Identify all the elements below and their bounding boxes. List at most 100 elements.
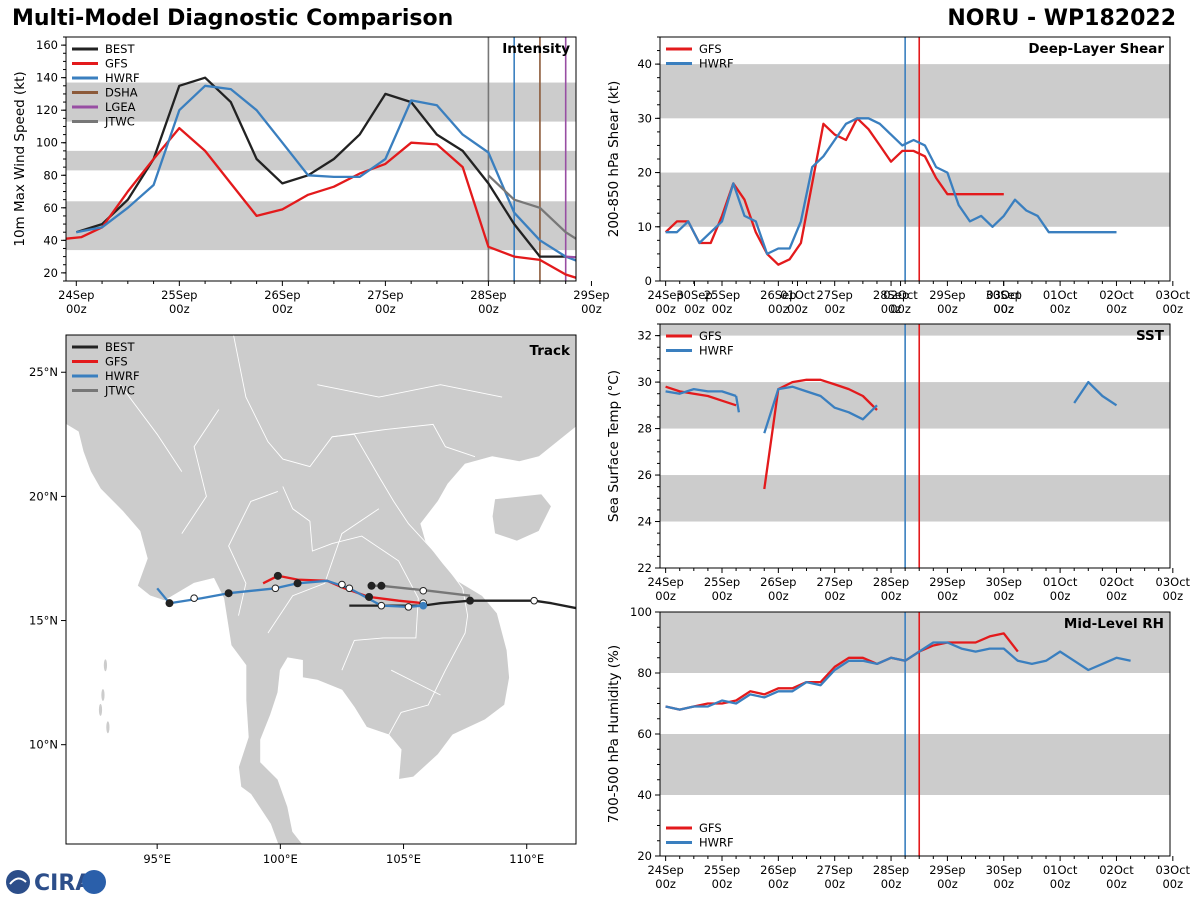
x-tick-label: 28Sep <box>873 288 909 302</box>
x-tick-label: 30Sep <box>676 288 712 302</box>
x-tick-label: 29Sep <box>573 288 609 302</box>
x-tick-label: 02Oct <box>1099 575 1134 589</box>
x-tick-label: 27Sep <box>367 288 403 302</box>
landmass <box>66 335 576 844</box>
threshold-band <box>660 324 1170 336</box>
lat-tick-label: 25°N <box>29 365 58 379</box>
logo-globe <box>6 870 30 894</box>
x-tick-label: 00z <box>712 589 733 603</box>
x-tick-label: 30Sep <box>986 863 1022 877</box>
x-tick-label: 00z <box>712 877 733 891</box>
lat-tick-label: 20°N <box>29 489 58 503</box>
plot-area <box>660 612 1170 856</box>
plot-area <box>660 37 1170 281</box>
track-point-open <box>338 580 346 589</box>
y-tick-label: 32 <box>637 329 652 343</box>
x-tick-label: 00z <box>768 302 789 316</box>
legend-label-hwrf: HWRF <box>105 71 140 85</box>
y-tick-label: 120 <box>36 103 58 117</box>
legend-label-best: BEST <box>105 340 135 354</box>
y-tick-label: 40 <box>43 233 58 247</box>
track-point-filled <box>377 581 386 590</box>
figure-title: Multi-Model Diagnostic Comparison <box>12 6 454 31</box>
y-tick-label: 160 <box>36 38 58 52</box>
track-point-open <box>404 603 413 611</box>
y-tick-label: 20 <box>43 266 58 280</box>
legend-label-hwrf: HWRF <box>699 836 734 850</box>
threshold-band <box>660 382 1170 429</box>
panel-rh: 2040608010024Sep00z25Sep00z26Sep00z27Sep… <box>606 605 1191 891</box>
x-tick-label: 00z <box>684 302 705 316</box>
x-tick-label: 00z <box>655 302 676 316</box>
x-tick-label: 00z <box>581 302 602 316</box>
series-line-hwrf <box>734 395 741 413</box>
panel-title: SST <box>1136 328 1165 344</box>
y-tick-label: 0 <box>645 274 652 288</box>
x-tick-label: 25Sep <box>704 288 740 302</box>
lat-tick-label: 10°N <box>29 738 58 752</box>
x-tick-label: 00z <box>1162 302 1183 316</box>
x-tick-label: 03Oct <box>1156 288 1191 302</box>
x-tick-label: 01Oct <box>1043 863 1078 877</box>
series-line-gfs <box>664 117 1004 266</box>
lon-tick-label: 100°E <box>263 852 298 866</box>
x-tick-label: 00z <box>768 589 789 603</box>
cira-logo-icon: CIRA <box>6 870 106 896</box>
y-tick-label: 20 <box>637 849 652 863</box>
x-tick-label: 00z <box>890 302 911 316</box>
x-tick-label: 00z <box>1050 589 1071 603</box>
island-hainan <box>491 493 552 542</box>
threshold-band <box>660 172 1170 227</box>
y-tick-label: 40 <box>637 788 652 802</box>
series-line-hwrf <box>1073 380 1118 407</box>
x-tick-label: 00z <box>478 302 499 316</box>
x-tick-label: 00z <box>824 589 845 603</box>
track-point-open <box>530 596 538 605</box>
admin-border <box>181 409 220 534</box>
x-tick-label: 00z <box>937 877 958 891</box>
legend-label-jtwc: JTWC <box>104 115 135 129</box>
legend-label-gfs: GFS <box>699 42 722 56</box>
x-tick-label: 00z <box>1162 589 1183 603</box>
x-tick-label: 00z <box>272 302 293 316</box>
y-tick-label: 100 <box>36 136 58 150</box>
axes-frame <box>659 323 1171 569</box>
x-tick-label: 01Oct <box>1043 575 1078 589</box>
y-tick-label: 20 <box>637 166 652 180</box>
series-line-hwrf <box>665 641 1131 711</box>
panel-track: 95°E 100°E 105°E 110°E 10°N 15°N 20°N 25°N Track… <box>29 334 577 866</box>
legend-label-gfs: GFS <box>105 355 128 369</box>
y-tick-label: 22 <box>637 561 652 575</box>
x-tick-label: 29Sep <box>929 575 965 589</box>
y-tick-label: 60 <box>637 727 652 741</box>
legend-label-hwrf: HWRF <box>699 57 734 71</box>
x-tick-label: 00z <box>655 877 676 891</box>
island-andaman <box>101 689 105 702</box>
x-tick-label: 30Sep <box>986 288 1022 302</box>
series-line-gfs <box>66 126 576 279</box>
x-tick-label: 00z <box>993 589 1014 603</box>
x-tick-label: 00z <box>169 302 190 316</box>
x-tick-label: 00z <box>768 877 789 891</box>
x-tick-label: 00z <box>881 302 902 316</box>
x-tick-label: 27Sep <box>817 863 853 877</box>
y-axis-label: 200-850 hPa Shear (kt) <box>606 81 622 238</box>
y-tick-label: 26 <box>637 468 652 482</box>
axes-frame <box>65 334 577 845</box>
x-tick-label: 24Sep <box>647 288 683 302</box>
x-tick-label: 00z <box>1162 877 1183 891</box>
series-line-hwrf <box>665 117 1117 256</box>
threshold-band <box>660 612 1170 673</box>
panel-title: Mid-Level RH <box>1064 616 1164 632</box>
legend-label-best: BEST <box>105 42 135 56</box>
x-tick-label: 00z <box>712 302 733 316</box>
track-point-filled <box>365 592 374 601</box>
x-tick-label: 30Sep <box>986 575 1022 589</box>
x-tick-label: 26Sep <box>760 288 796 302</box>
x-tick-label: 28Sep <box>470 288 506 302</box>
x-tick-label: 00z <box>881 589 902 603</box>
admin-border <box>119 384 183 472</box>
y-axis-label: 10m Max Wind Speed (kt) <box>12 71 28 246</box>
track-point-filled <box>293 579 302 588</box>
